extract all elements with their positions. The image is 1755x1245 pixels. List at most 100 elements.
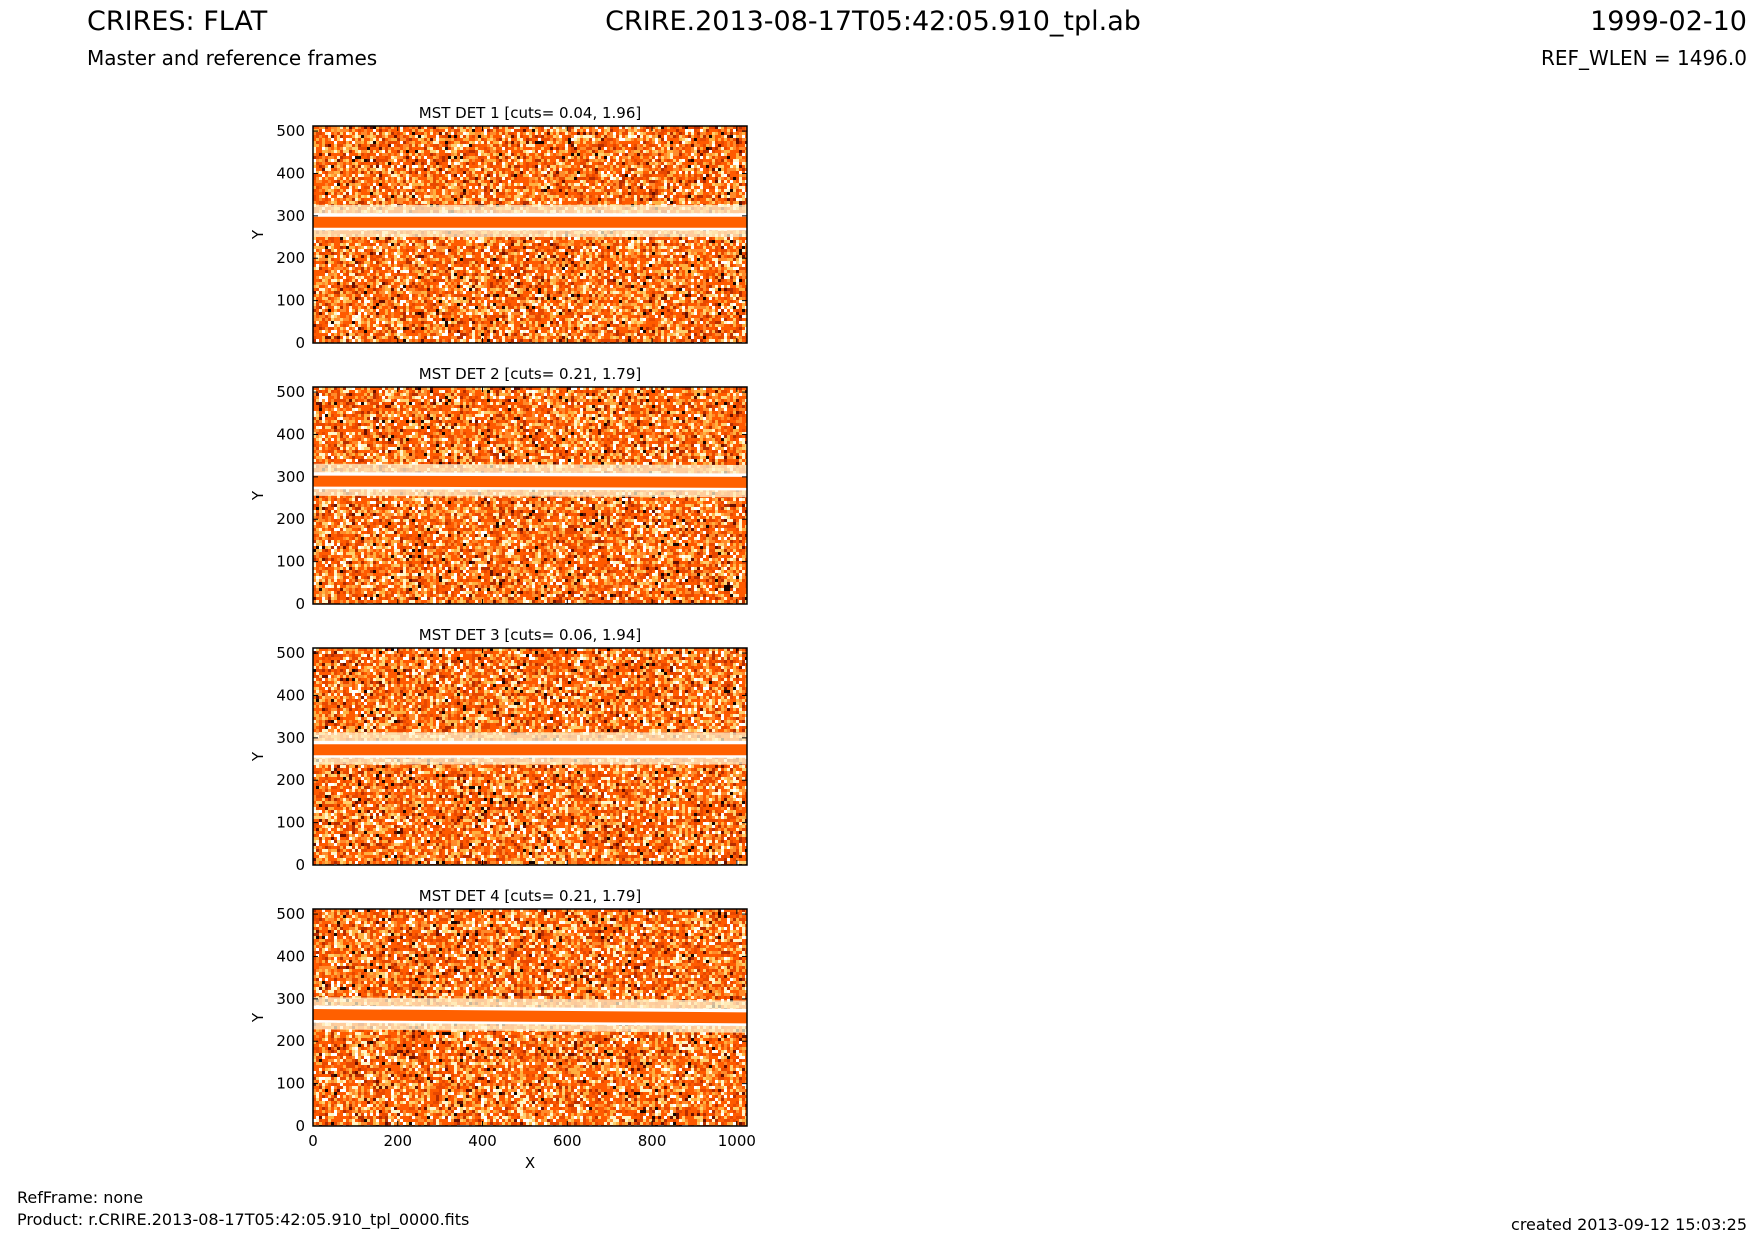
heatmap-pixel [712,246,715,249]
heatmap-pixel [499,273,502,276]
heatmap-pixel [454,186,457,189]
heatmap-pixel [481,135,484,138]
heatmap-pixel [406,183,409,186]
heatmap-pixel [556,183,559,186]
heatmap-pixel [571,150,574,153]
heatmap-pixel [487,255,490,258]
heatmap-pixel [724,189,727,192]
heatmap-pixel [568,237,571,240]
heatmap-pixel [367,267,370,270]
heatmap-pixel [352,156,355,159]
heatmap-pixel [727,252,730,255]
heatmap-pixel [682,252,685,255]
heatmap-pixel [373,246,376,249]
heatmap-pixel [544,183,547,186]
heatmap-pixel [424,243,427,246]
heatmap-pixel [328,195,331,198]
heatmap-pixel [364,246,367,249]
heatmap-pixel [361,249,364,252]
heatmap-pixel [679,126,682,129]
heatmap-pixel [523,174,526,177]
heatmap-pixel [376,192,379,195]
heatmap-pixel [571,162,574,165]
heatmap-pixel [739,198,742,201]
heatmap-pixel [688,174,691,177]
heatmap-pixel [547,198,550,201]
heatmap-pixel [358,246,361,249]
heatmap-pixel [664,144,667,147]
heatmap-pixel [331,189,334,192]
heatmap-pixel [556,264,559,267]
heatmap-pixel [604,195,607,198]
heatmap-pixel [562,270,565,273]
heatmap-pixel [418,258,421,261]
heatmap-pixel [370,156,373,159]
heatmap-pixel [358,186,361,189]
heatmap-pixel [460,168,463,171]
heatmap-pixel [505,153,508,156]
heatmap-pixel [670,261,673,264]
heatmap-pixel [451,177,454,180]
heatmap-pixel [394,258,397,261]
heatmap-pixel [361,240,364,243]
heatmap-pixel [625,129,628,132]
heatmap-pixel [331,165,334,168]
heatmap-pixel [727,264,730,267]
heatmap-pixel [361,159,364,162]
heatmap-pixel [388,144,391,147]
heatmap-pixel [682,192,685,195]
heatmap-pixel [736,237,739,240]
heatmap-pixel [604,240,607,243]
heatmap-pixel [499,126,502,129]
heatmap-pixel [565,144,568,147]
heatmap-pixel [607,201,610,204]
heatmap-pixel [715,258,718,261]
heatmap-pixel [340,261,343,264]
heatmap-pixel [643,240,646,243]
heatmap-pixel [676,195,679,198]
heatmap-pixel [703,129,706,132]
heatmap-pixel [709,168,712,171]
heatmap-pixel [604,267,607,270]
heatmap-pixel [313,162,316,165]
heatmap-pixel [565,138,568,141]
heatmap-pixel [622,267,625,270]
heatmap-pixel [535,240,538,243]
heatmap-pixel [403,126,406,129]
heatmap-pixel [514,174,517,177]
heatmap-pixel [457,174,460,177]
heatmap-pixel [679,252,682,255]
heatmap-pixel [583,246,586,249]
heatmap-pixel [466,180,469,183]
heatmap-pixel [520,162,523,165]
heatmap-pixel [589,165,592,168]
heatmap-pixel [328,249,331,252]
heatmap-pixel [589,255,592,258]
heatmap-pixel [505,189,508,192]
heatmap-pixel [325,273,328,276]
heatmap-pixel [601,189,604,192]
heatmap-pixel [451,240,454,243]
heatmap-pixel [331,129,334,132]
heatmap-pixel [466,198,469,201]
heatmap-pixel [676,165,679,168]
heatmap-pixel [538,198,541,201]
heatmap-pixel [433,267,436,270]
heatmap-pixel [475,174,478,177]
heatmap-pixel [448,162,451,165]
heatmap-pixel [574,144,577,147]
heatmap-pixel [373,126,376,129]
heatmap-pixel [667,264,670,267]
heatmap-pixel [637,258,640,261]
heatmap-pixel [640,240,643,243]
heatmap-pixel [490,189,493,192]
heatmap-pixel [454,147,457,150]
heatmap-pixel [382,147,385,150]
heatmap-pixel [445,147,448,150]
heatmap-pixel [436,156,439,159]
heatmap-pixel [328,174,331,177]
heatmap-pixel [733,180,736,183]
heatmap-pixel [523,129,526,132]
heatmap-pixel [481,159,484,162]
heatmap-pixel [631,168,634,171]
